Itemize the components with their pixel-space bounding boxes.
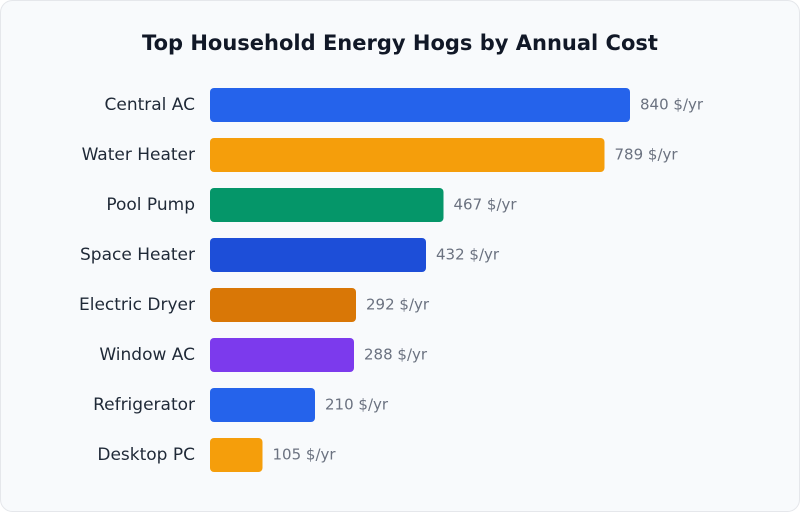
value-label: 105 $/yr: [273, 446, 337, 464]
bar: [210, 338, 354, 372]
value-label: 789 $/yr: [615, 146, 679, 164]
category-label: Window AC: [99, 345, 195, 365]
category-label: Water Heater: [82, 145, 195, 165]
category-label: Electric Dryer: [79, 295, 195, 315]
bar: [210, 188, 444, 222]
bar: [210, 438, 263, 472]
bar: [210, 288, 356, 322]
bar: [210, 388, 315, 422]
value-label: 840 $/yr: [640, 96, 704, 114]
bar: [210, 138, 605, 172]
category-label: Refrigerator: [93, 395, 195, 415]
value-label: 210 $/yr: [325, 396, 389, 414]
bar: [210, 88, 630, 122]
value-label: 288 $/yr: [364, 346, 428, 364]
category-label: Desktop PC: [97, 445, 195, 465]
value-label: 432 $/yr: [436, 246, 500, 264]
category-label: Pool Pump: [106, 195, 195, 215]
chart-title: Top Household Energy Hogs by Annual Cost: [142, 31, 658, 55]
category-label: Space Heater: [80, 245, 195, 265]
value-label: 467 $/yr: [454, 196, 518, 214]
bar: [210, 238, 426, 272]
category-label: Central AC: [104, 95, 195, 115]
value-label: 292 $/yr: [366, 296, 430, 314]
